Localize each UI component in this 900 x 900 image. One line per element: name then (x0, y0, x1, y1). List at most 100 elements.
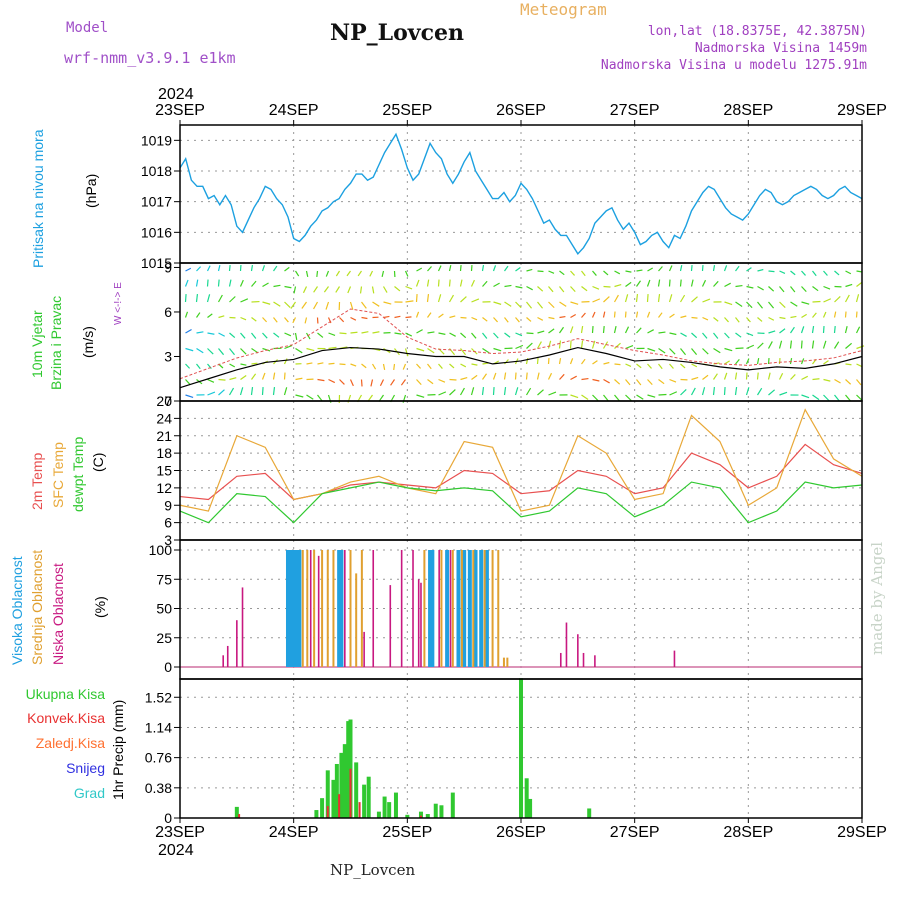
wind-arrow (361, 363, 367, 369)
wind-arrow (294, 332, 298, 340)
panel-frame (179, 262, 863, 402)
model-altitude-text: Nadmorska Visina u modelu 1275.91m (600, 58, 867, 73)
wind-arrow (811, 340, 815, 349)
wind-arrow (196, 331, 204, 334)
wind-arrow (185, 363, 191, 369)
wind-arrow (647, 329, 654, 334)
wind-arrow (669, 332, 677, 336)
wind-arrow (261, 372, 266, 380)
wind-arrow (756, 372, 759, 380)
wind-arrow (217, 294, 223, 303)
wind-arrow (262, 301, 271, 305)
wind-arrow (207, 348, 214, 355)
wind-arrow (525, 372, 528, 380)
wind-arrow (812, 312, 817, 318)
wind-arrow (460, 332, 467, 339)
cloud-tick-label: 0 (164, 659, 172, 675)
mid-cloud-bar (497, 550, 500, 667)
wind-arrow (251, 280, 257, 287)
mid-cloud-bar (440, 550, 443, 667)
panel-frame (179, 400, 863, 541)
wind-arrow (844, 326, 848, 334)
footer-station: NP_Lovcen (330, 861, 416, 879)
wind-arrow (548, 286, 554, 293)
wind-arrow (701, 279, 707, 287)
total-precip-bar (376, 811, 381, 818)
wind-arrow (504, 284, 512, 288)
wind-arrow (537, 389, 544, 396)
wind-arrow (723, 265, 728, 272)
time-label-bottom: 27SEP (610, 824, 660, 841)
mid-cloud-bar (355, 573, 358, 667)
wind-arrow (713, 347, 721, 354)
wind-arrow (482, 373, 487, 380)
wind-arrow (448, 279, 451, 287)
wind-arrow (581, 286, 588, 292)
wind-arrow (613, 311, 616, 318)
wind-arrow (503, 372, 507, 380)
wind-arrow (514, 387, 519, 396)
wind-tick-label: 3 (164, 348, 172, 364)
wind-arrow (515, 317, 520, 323)
wind-arrow (449, 332, 456, 337)
wind-arrow (503, 386, 507, 396)
wind-arrow (304, 317, 308, 324)
precip-tick-label: 0 (164, 810, 172, 826)
wind-arrow (240, 348, 247, 355)
wind-arrow (735, 359, 740, 365)
wind-arrow (493, 347, 502, 352)
mid-cloud-bar (321, 550, 324, 667)
wind-arrow (382, 363, 386, 371)
wind-arrow (262, 282, 269, 288)
wind-arrow (273, 265, 278, 272)
wind-arrow (592, 378, 600, 382)
temp-tick-label: 6 (164, 515, 172, 531)
wind-arrow (339, 332, 347, 335)
cloud-tick-label: 50 (156, 601, 172, 617)
high-cloud-bar (430, 550, 435, 667)
wind-arrow (735, 301, 743, 307)
wind-arrow (746, 285, 754, 289)
wind-arrow (481, 386, 485, 396)
wind-arrow (734, 386, 738, 396)
wind-arrow (394, 286, 401, 292)
wind-arrow (801, 286, 807, 293)
wind-arrow (184, 279, 189, 287)
high-cloud-bar (428, 550, 433, 667)
wind-arrow (547, 372, 553, 380)
total-precip-bar (339, 752, 344, 818)
wind-arrow (537, 330, 545, 334)
wind-arrow (570, 375, 577, 381)
wind-arrow (195, 293, 199, 303)
wind-arrow (713, 373, 718, 380)
wind-arrow (394, 332, 402, 335)
wind-arrow (526, 268, 533, 272)
wind-arrow (702, 332, 708, 339)
wind-arrow (702, 298, 711, 303)
mid-cloud-bar (423, 550, 426, 667)
wind-arrow (295, 347, 303, 354)
mid-cloud-bar (349, 550, 352, 667)
wind-arrow (757, 268, 764, 272)
wind-arrow (207, 332, 215, 335)
wind-arrow (239, 279, 244, 287)
mid-cloud-bar (502, 657, 505, 667)
low-cloud-bar (577, 634, 579, 667)
wind-arrow (591, 340, 596, 349)
wind-arrow (416, 347, 425, 352)
wind-arrow (834, 394, 840, 402)
wind-arrow (625, 363, 632, 367)
wind-arrow (493, 282, 500, 288)
mid-cloud-bar (460, 550, 463, 667)
wind-arrow (471, 332, 477, 339)
wind-arrow (757, 317, 763, 322)
wind-arrow (581, 394, 589, 400)
model-name: wrf-nmm_v3.9.1 e1km (64, 49, 236, 67)
wind-arrow (217, 265, 221, 272)
wind-arrow (800, 340, 803, 349)
wind-arrow (335, 286, 341, 293)
wind-arrow (416, 379, 422, 386)
low-cloud-bar (673, 650, 676, 667)
wind-arrow (196, 363, 201, 370)
pressure-tick-label: 1017 (141, 194, 172, 210)
